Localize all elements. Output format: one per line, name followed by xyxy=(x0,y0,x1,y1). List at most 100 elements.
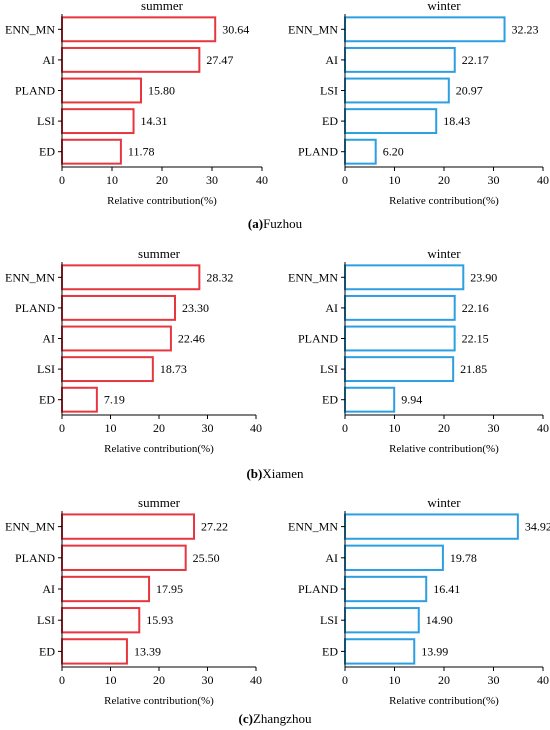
panel-4-x-axis-label: Relative contribution(%) xyxy=(389,443,499,455)
panel-2-bar-AI xyxy=(344,46,456,73)
panel-4-bar-LSI xyxy=(344,356,455,383)
panel-5-bar-ENN_MN xyxy=(61,513,196,540)
panel-3-bar-LSI xyxy=(61,356,154,383)
panel-2-bar-ED xyxy=(344,108,438,135)
panel-4-x-tick-label-40: 40 xyxy=(537,421,549,435)
panel-6-category-label-PLAND: PLAND xyxy=(298,582,338,596)
panel-4-value-label-LSI: 21.85 xyxy=(460,362,487,376)
panel-2-x-tick-label-20: 20 xyxy=(438,173,450,187)
panel-5-x-tick-label-40: 40 xyxy=(250,673,262,687)
panel-2-category-label-AI: AI xyxy=(325,53,338,67)
panel-1-bar-AI xyxy=(61,46,201,73)
panel-6-x-tick-label-20: 20 xyxy=(438,673,450,687)
caption-c: (c)Zhangzhou xyxy=(0,711,550,727)
panel-6-x-axis-label: Relative contribution(%) xyxy=(389,695,499,707)
panel-6-category-label-LSI: LSI xyxy=(320,613,338,627)
panel-6-category-label-ED: ED xyxy=(322,644,338,658)
panel-5-x-tick-label-0: 0 xyxy=(59,673,65,687)
panel-3-value-label-PLAND: 23.30 xyxy=(182,301,209,315)
panel-4-bar-PLAND xyxy=(344,325,456,352)
panel-3-x-tick-label-10: 10 xyxy=(105,421,117,435)
panel-6-x-tick-label-30: 30 xyxy=(488,673,500,687)
panel-6-category-label-AI: AI xyxy=(325,551,338,565)
panel-5-bar-LSI xyxy=(61,607,141,634)
panel-3-bar-ED xyxy=(61,386,98,413)
panel-6-category-label-ENN_MN: ENN_MN xyxy=(288,520,338,534)
panel-6-title: winter xyxy=(427,495,461,510)
panel-1-category-label-PLAND: PLAND xyxy=(15,84,55,98)
panel-4-x-tick-label-0: 0 xyxy=(342,421,348,435)
panel-4-value-label-ENN_MN: 23.90 xyxy=(470,270,497,284)
panel-3-category-label-AI: AI xyxy=(42,332,55,346)
panel-5-bar-PLAND xyxy=(61,544,187,571)
panel-1-x-tick-label-0: 0 xyxy=(59,173,65,187)
caption-a-name: Fuzhou xyxy=(263,216,303,231)
panel-2-value-label-LSI: 20.97 xyxy=(456,84,483,98)
panel-2-bar-PLAND xyxy=(344,138,377,165)
caption-c-name: Zhangzhou xyxy=(252,711,312,726)
panel-4-x-tick-label-10: 10 xyxy=(389,421,401,435)
panel-4-category-label-PLAND: PLAND xyxy=(298,332,338,346)
panel-6-bar-ED xyxy=(344,638,416,665)
panel-6-bar-PLAND xyxy=(344,575,428,603)
panel-5-value-label-AI: 17.95 xyxy=(156,582,183,596)
panel-4-x-tick-label-30: 30 xyxy=(488,421,500,435)
panel-2-x-tick-label-0: 0 xyxy=(342,173,348,187)
panel-3-category-label-LSI: LSI xyxy=(37,362,55,376)
panel-3-x-tick-label-30: 30 xyxy=(202,421,214,435)
panel-1-value-label-ED: 11.78 xyxy=(128,145,155,159)
panel-5-category-label-ED: ED xyxy=(39,644,55,658)
panel-3-x-tick-label-40: 40 xyxy=(250,421,262,435)
panel-1-x-axis-label: Relative contribution(%) xyxy=(107,195,217,207)
panel-4-bar-AI xyxy=(344,294,456,321)
panel-2-category-label-ED: ED xyxy=(322,114,338,128)
panel-3-category-label-PLAND: PLAND xyxy=(15,301,55,315)
panel-2-x-tick-label-40: 40 xyxy=(537,173,549,187)
panel-5-x-tick-label-20: 20 xyxy=(153,673,165,687)
panel-1-category-label-LSI: LSI xyxy=(37,114,55,128)
panel-2-bar-ENN_MN xyxy=(344,16,506,43)
panel-1-x-tick-label-30: 30 xyxy=(206,173,218,187)
panel-3-category-label-ENN_MN: ENN_MN xyxy=(5,270,55,284)
panel-2-category-label-ENN_MN: ENN_MN xyxy=(288,22,338,36)
panel-1-bar-ED xyxy=(61,138,122,165)
panel-2-bar-LSI xyxy=(344,77,450,104)
panel-2-value-label-ED: 18.43 xyxy=(443,114,470,128)
panel-3-x-axis-label: Relative contribution(%) xyxy=(104,443,214,455)
panel-1-value-label-AI: 27.47 xyxy=(206,53,233,67)
panel-4-title: winter xyxy=(427,246,461,261)
caption-a: (a)Fuzhou xyxy=(0,216,550,232)
panel-5-x-axis-label: Relative contribution(%) xyxy=(104,695,214,707)
panel-2-value-label-AI: 22.17 xyxy=(462,53,489,67)
panel-1-value-label-PLAND: 15.80 xyxy=(148,84,175,98)
panel-2-category-label-PLAND: PLAND xyxy=(298,145,338,159)
panel-6-bar-ENN_MN xyxy=(344,513,519,540)
panel-6-value-label-LSI: 14.90 xyxy=(426,613,453,627)
panel-3-title: summer xyxy=(138,246,181,261)
panel-3-x-tick-label-0: 0 xyxy=(59,421,65,435)
panel-2-x-axis-label: Relative contribution(%) xyxy=(389,195,499,207)
caption-a-letter: (a) xyxy=(247,216,264,231)
panel-6-bar-AI xyxy=(344,544,444,571)
panel-5-category-label-AI: AI xyxy=(42,582,55,596)
panel-5-value-label-ENN_MN: 27.22 xyxy=(201,520,228,534)
panel-5-category-label-LSI: LSI xyxy=(37,613,55,627)
panel-1-title: summer xyxy=(141,0,184,13)
panel-5-value-label-LSI: 15.93 xyxy=(146,613,173,627)
panel-5-x-tick-label-10: 10 xyxy=(105,673,117,687)
panel-1-category-label-ENN_MN: ENN_MN xyxy=(5,22,55,36)
panel-6-x-tick-label-40: 40 xyxy=(537,673,549,687)
panel-3-value-label-ED: 7.19 xyxy=(104,393,125,407)
panel-4-x-tick-label-20: 20 xyxy=(438,421,450,435)
panel-4-category-label-LSI: LSI xyxy=(320,362,338,376)
panel-2-value-label-ENN_MN: 32.23 xyxy=(512,22,539,36)
panel-5-value-label-ED: 13.39 xyxy=(134,644,161,658)
panel-5-category-label-PLAND: PLAND xyxy=(15,551,55,565)
panel-3-category-label-ED: ED xyxy=(39,393,55,407)
panel-2-x-tick-label-30: 30 xyxy=(488,173,500,187)
panel-3-x-tick-label-20: 20 xyxy=(153,421,165,435)
panel-1-category-label-AI: AI xyxy=(42,53,55,67)
panel-3-bar-PLAND xyxy=(61,294,177,321)
caption-c-letter: (c) xyxy=(238,711,253,726)
